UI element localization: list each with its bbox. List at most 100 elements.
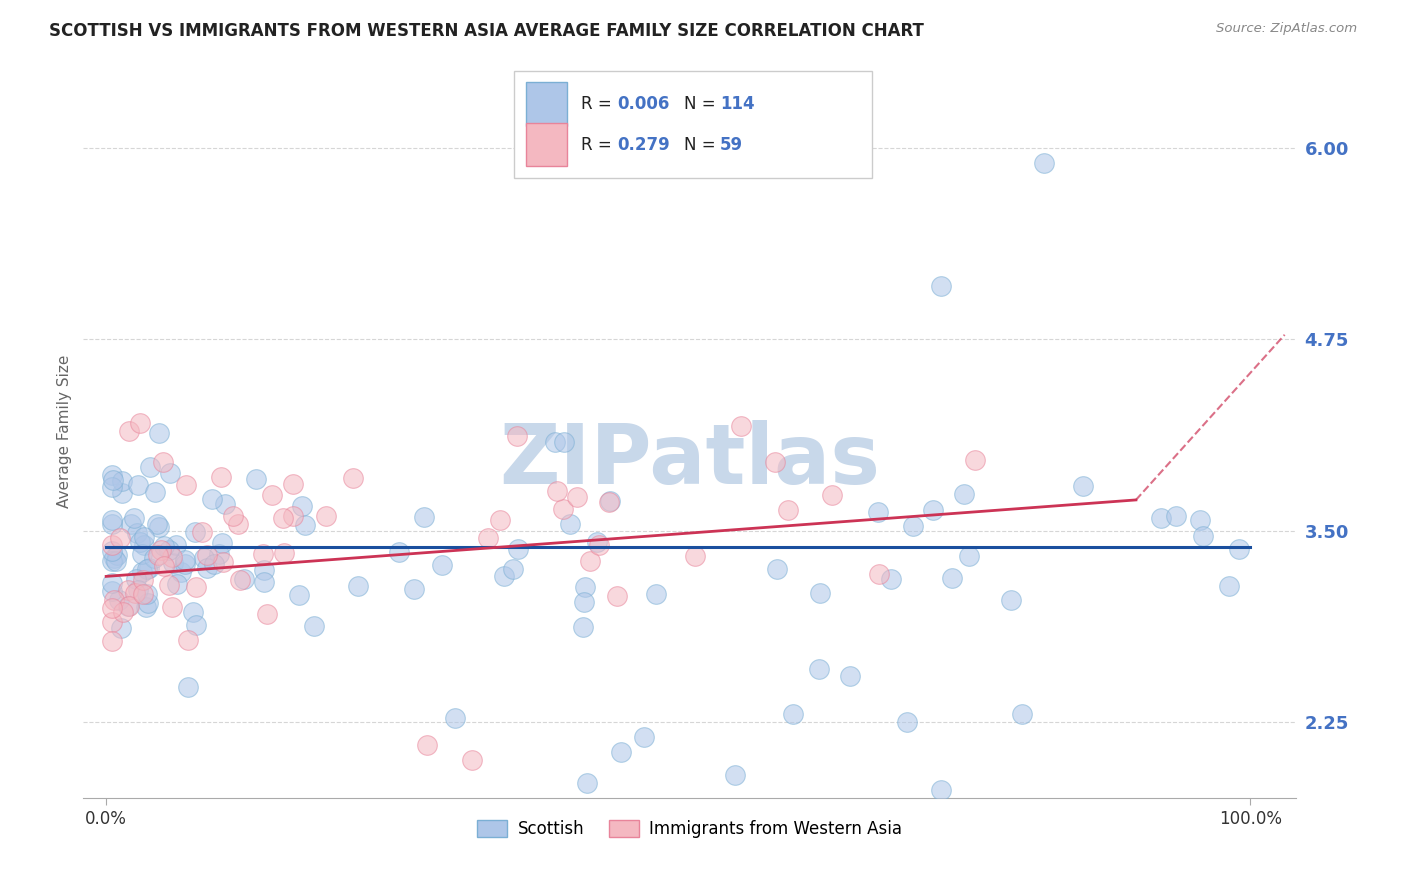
Point	[214, 497, 236, 511]
Point	[342, 471, 364, 485]
Point	[101, 584, 124, 599]
Point	[129, 535, 152, 549]
Point	[543, 435, 565, 450]
Point	[477, 531, 499, 545]
Text: SCOTTISH VS IMMIGRANTS FROM WESTERN ASIA AVERAGE FAMILY SIZE CORRELATION CHART: SCOTTISH VS IMMIGRANTS FROM WESTERN ASIA…	[49, 22, 924, 40]
Point	[105, 548, 128, 562]
Point	[782, 706, 804, 721]
Point	[866, 505, 889, 519]
Point	[184, 580, 207, 594]
Point	[152, 455, 174, 469]
Text: 0.006: 0.006	[617, 95, 669, 112]
Point	[101, 513, 124, 527]
Point	[252, 547, 274, 561]
Point	[138, 561, 160, 575]
Point	[256, 607, 278, 622]
Point	[896, 714, 918, 729]
Point	[226, 516, 249, 531]
Point	[150, 542, 173, 557]
Point	[461, 753, 484, 767]
Point	[821, 488, 844, 502]
Point	[294, 518, 316, 533]
Point	[186, 617, 208, 632]
Point	[142, 550, 165, 565]
Point	[412, 509, 434, 524]
Point	[110, 622, 132, 636]
Point	[492, 569, 515, 583]
Point	[808, 662, 831, 676]
Point	[901, 518, 924, 533]
Point	[868, 566, 890, 581]
Point	[574, 581, 596, 595]
Point	[957, 549, 980, 564]
Point	[776, 502, 799, 516]
Point	[922, 503, 945, 517]
Point	[101, 538, 124, 552]
Text: 0.279: 0.279	[617, 136, 669, 153]
Point	[127, 583, 149, 598]
Point	[131, 565, 153, 579]
Text: N =: N =	[683, 136, 720, 153]
FancyBboxPatch shape	[526, 123, 567, 166]
Point	[125, 572, 148, 586]
Point	[683, 549, 706, 564]
Point	[101, 480, 124, 494]
Text: Source: ZipAtlas.com: Source: ZipAtlas.com	[1216, 22, 1357, 36]
Point	[931, 278, 953, 293]
Point	[645, 587, 668, 601]
Point	[553, 502, 575, 516]
Text: R =: R =	[581, 136, 617, 153]
Point	[253, 575, 276, 590]
Point	[730, 419, 752, 434]
Point	[388, 544, 411, 558]
Y-axis label: Average Family Size: Average Family Size	[58, 354, 72, 508]
Point	[101, 554, 124, 568]
Point	[588, 538, 610, 552]
Point	[567, 491, 589, 505]
Point	[174, 553, 197, 567]
Point	[195, 561, 218, 575]
Point	[174, 477, 197, 491]
Point	[443, 711, 465, 725]
Point	[253, 563, 276, 577]
Point	[117, 582, 139, 597]
Point	[1218, 579, 1240, 593]
Point	[145, 516, 167, 531]
Point	[271, 511, 294, 525]
Point	[273, 546, 295, 560]
Point	[1150, 510, 1173, 524]
Point	[148, 520, 170, 534]
Point	[135, 599, 157, 614]
Point	[101, 576, 124, 591]
Point	[159, 578, 181, 592]
Legend: Scottish, Immigrants from Western Asia: Scottish, Immigrants from Western Asia	[471, 814, 908, 845]
Point	[546, 484, 568, 499]
Point	[606, 589, 628, 603]
Point	[184, 525, 207, 540]
Point	[489, 513, 512, 527]
Point	[118, 424, 141, 438]
Point	[127, 478, 149, 492]
Point	[162, 556, 184, 570]
Point	[766, 562, 789, 576]
Point	[953, 487, 976, 501]
Point	[139, 460, 162, 475]
Point	[153, 559, 176, 574]
Point	[941, 572, 963, 586]
Point	[212, 555, 235, 569]
Point	[575, 776, 598, 790]
Point	[191, 524, 214, 539]
Point	[103, 550, 125, 565]
Point	[229, 573, 252, 587]
FancyBboxPatch shape	[513, 71, 872, 178]
Point	[574, 595, 596, 609]
Point	[170, 565, 193, 579]
Point	[101, 600, 124, 615]
Point	[118, 599, 141, 613]
Point	[633, 730, 655, 744]
Point	[963, 453, 986, 467]
Point	[132, 537, 155, 551]
Point	[211, 536, 233, 550]
Point	[1192, 529, 1215, 543]
Point	[120, 516, 142, 531]
